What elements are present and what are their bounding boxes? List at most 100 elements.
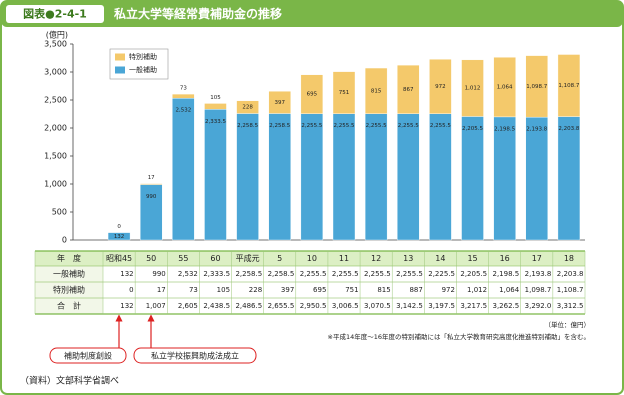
value-label: 751 — [339, 90, 350, 96]
bar-segment — [429, 113, 452, 241]
value-label: 132 — [114, 234, 125, 240]
y-tick-label: 3,000 — [44, 68, 67, 77]
bar-segment — [397, 113, 420, 241]
source: （資料）文部科学省調べ — [20, 375, 119, 387]
value-label: 990 — [146, 194, 157, 200]
value-label: 1,108.7 — [558, 83, 579, 89]
value-label: 972 — [435, 84, 446, 90]
value-label: 867 — [403, 87, 414, 93]
header-title: 私立大学等経常費補助金の推移 — [113, 6, 282, 21]
table-header-bg — [35, 251, 585, 266]
bar-segment — [364, 113, 388, 241]
bar-segment — [139, 184, 163, 241]
table-cell: 132 — [120, 270, 133, 278]
table-label-bg — [35, 266, 103, 314]
value-label: 2,532 — [175, 108, 191, 114]
y-tick-label: 2,500 — [44, 96, 67, 105]
column-header: 12 — [371, 254, 381, 263]
column-header: 11 — [339, 254, 349, 263]
table-cell: 3,292.0 — [525, 302, 552, 310]
table-cell: 228 — [249, 286, 262, 294]
table-cell: 3,217.5 — [460, 302, 487, 310]
legend-label: 一般補助 — [129, 65, 157, 74]
bar-segment — [493, 57, 516, 118]
value-label: 2,255.5 — [398, 123, 419, 129]
table-cell: 3,006.5 — [332, 302, 359, 310]
bar-segment — [525, 55, 548, 118]
bar-segment — [332, 71, 356, 114]
column-header: 5 — [277, 254, 282, 263]
column-header: 14 — [435, 254, 445, 263]
column-header: 55 — [178, 254, 188, 263]
value-label: 1,098.7 — [526, 84, 547, 90]
bar-segment — [364, 67, 388, 114]
table-cell: 3,197.5 — [428, 302, 455, 310]
bar-segment — [332, 113, 356, 241]
table-cell: 2,205.5 — [460, 270, 487, 278]
table-cell: 2,605 — [178, 302, 198, 310]
table-cell: 17 — [157, 286, 166, 294]
table-cell: 132 — [120, 302, 133, 310]
table-cell: 2,655.5 — [268, 302, 295, 310]
value-label: 73 — [180, 86, 187, 92]
value-label: 228 — [242, 105, 253, 111]
table-cell: 695 — [313, 286, 326, 294]
table-cell: 2,193.8 — [525, 270, 552, 278]
table-cell: 2,438.5 — [203, 302, 230, 310]
bar-segment — [236, 113, 259, 241]
table-cell: 972 — [442, 286, 455, 294]
callout-box — [49, 347, 127, 364]
bar-segment — [525, 116, 548, 241]
value-label: 2,193.8 — [526, 127, 547, 133]
table-cell: 0 — [129, 286, 133, 294]
value-label: 105 — [210, 95, 221, 101]
table-cell: 2,950.5 — [300, 302, 327, 310]
bar-segment — [268, 113, 291, 241]
column-header: 10 — [307, 254, 317, 263]
table-cell: 2,258.5 — [268, 270, 295, 278]
table-cell: 397 — [281, 286, 294, 294]
value-label: 2,258.5 — [237, 123, 258, 129]
value-label: 2,255.5 — [366, 123, 387, 129]
table-cell: 887 — [409, 286, 422, 294]
header-bar — [1, 1, 623, 27]
y-tick-label: 1,000 — [44, 180, 67, 189]
y-tick-label: 0 — [62, 236, 67, 245]
value-label: 397 — [274, 100, 285, 106]
value-label: 815 — [371, 88, 382, 94]
table-cell: 2,255.5 — [364, 270, 391, 278]
header-tab — [6, 5, 104, 23]
table-cell: 3,262.5 — [493, 302, 520, 310]
bar-segment — [493, 116, 516, 241]
table-cell: 2,333.5 — [203, 270, 230, 278]
value-label: 2,255.5 — [334, 123, 355, 129]
bar-segment — [204, 103, 227, 110]
row-label: 一般補助 — [53, 269, 85, 279]
column-header: 60 — [210, 254, 220, 263]
unit-note: （単位：億円） — [545, 320, 591, 329]
legend-swatch — [115, 53, 125, 61]
table-cell: 815 — [377, 286, 390, 294]
bar-segment — [557, 54, 581, 117]
row-label: 特別補助 — [53, 285, 85, 295]
bar-segment — [268, 91, 291, 114]
value-label: 2,255.5 — [301, 123, 322, 129]
callout-text: 私立学校振興助成法成立 — [151, 351, 239, 361]
row-label: 合 計 — [57, 301, 81, 311]
value-label: 695 — [307, 92, 318, 98]
value-label: 2,205.5 — [462, 126, 483, 132]
table-cell: 2,203.8 — [557, 270, 584, 278]
value-label: 2,203.8 — [558, 126, 579, 132]
row-label: 年 度 — [57, 253, 81, 263]
column-header: 15 — [467, 254, 477, 263]
table-cell: 2,532 — [178, 270, 198, 278]
y-tick-label: 2,000 — [44, 124, 67, 133]
table-cell: 3,312.5 — [557, 302, 584, 310]
column-header: 17 — [532, 254, 542, 263]
value-label: 1,064 — [497, 85, 513, 91]
table-cell: 3,142.5 — [396, 302, 423, 310]
bar-segment — [139, 183, 163, 185]
value-label: 2,333.5 — [205, 119, 226, 125]
y-tick-label: 500 — [52, 208, 67, 217]
value-label: 0 — [117, 224, 121, 230]
